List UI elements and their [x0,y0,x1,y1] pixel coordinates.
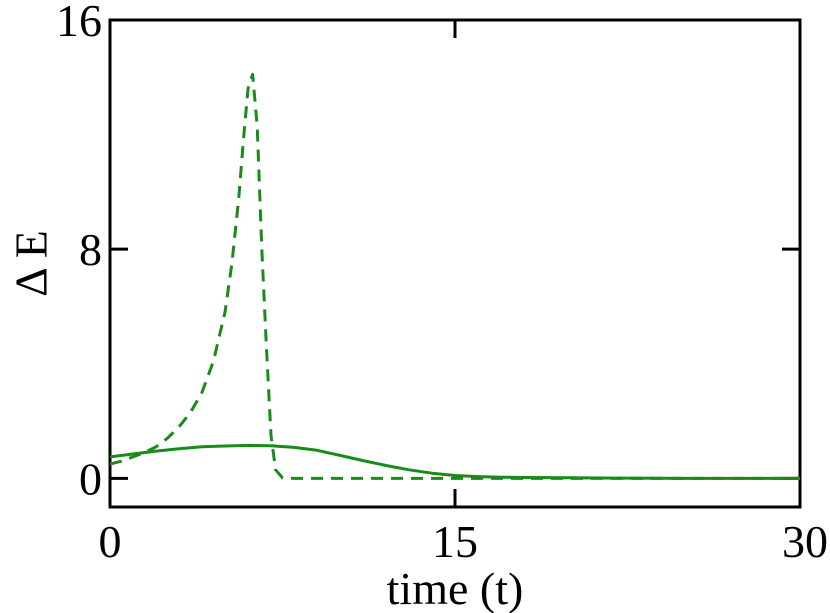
axis-ticks [108,18,802,507]
x-tick-label: 0 [99,516,122,567]
y-tick-label: 8 [79,224,102,275]
x-tick-label: 15 [432,516,478,567]
plot-frame [108,18,802,509]
y-tick-label: 0 [79,453,102,504]
series-line-dashed [109,72,800,480]
series-layer [109,72,800,480]
plot-border [108,18,802,509]
y-axis-label: Δ E [6,230,57,297]
x-tick-label: 30 [782,516,828,567]
y-tick-label: 16 [56,0,102,46]
x-axis-label: time (t) [387,563,524,613]
series-line-solid [109,443,800,480]
tick-labels: 0 15 30 0 8 16 [56,0,828,567]
